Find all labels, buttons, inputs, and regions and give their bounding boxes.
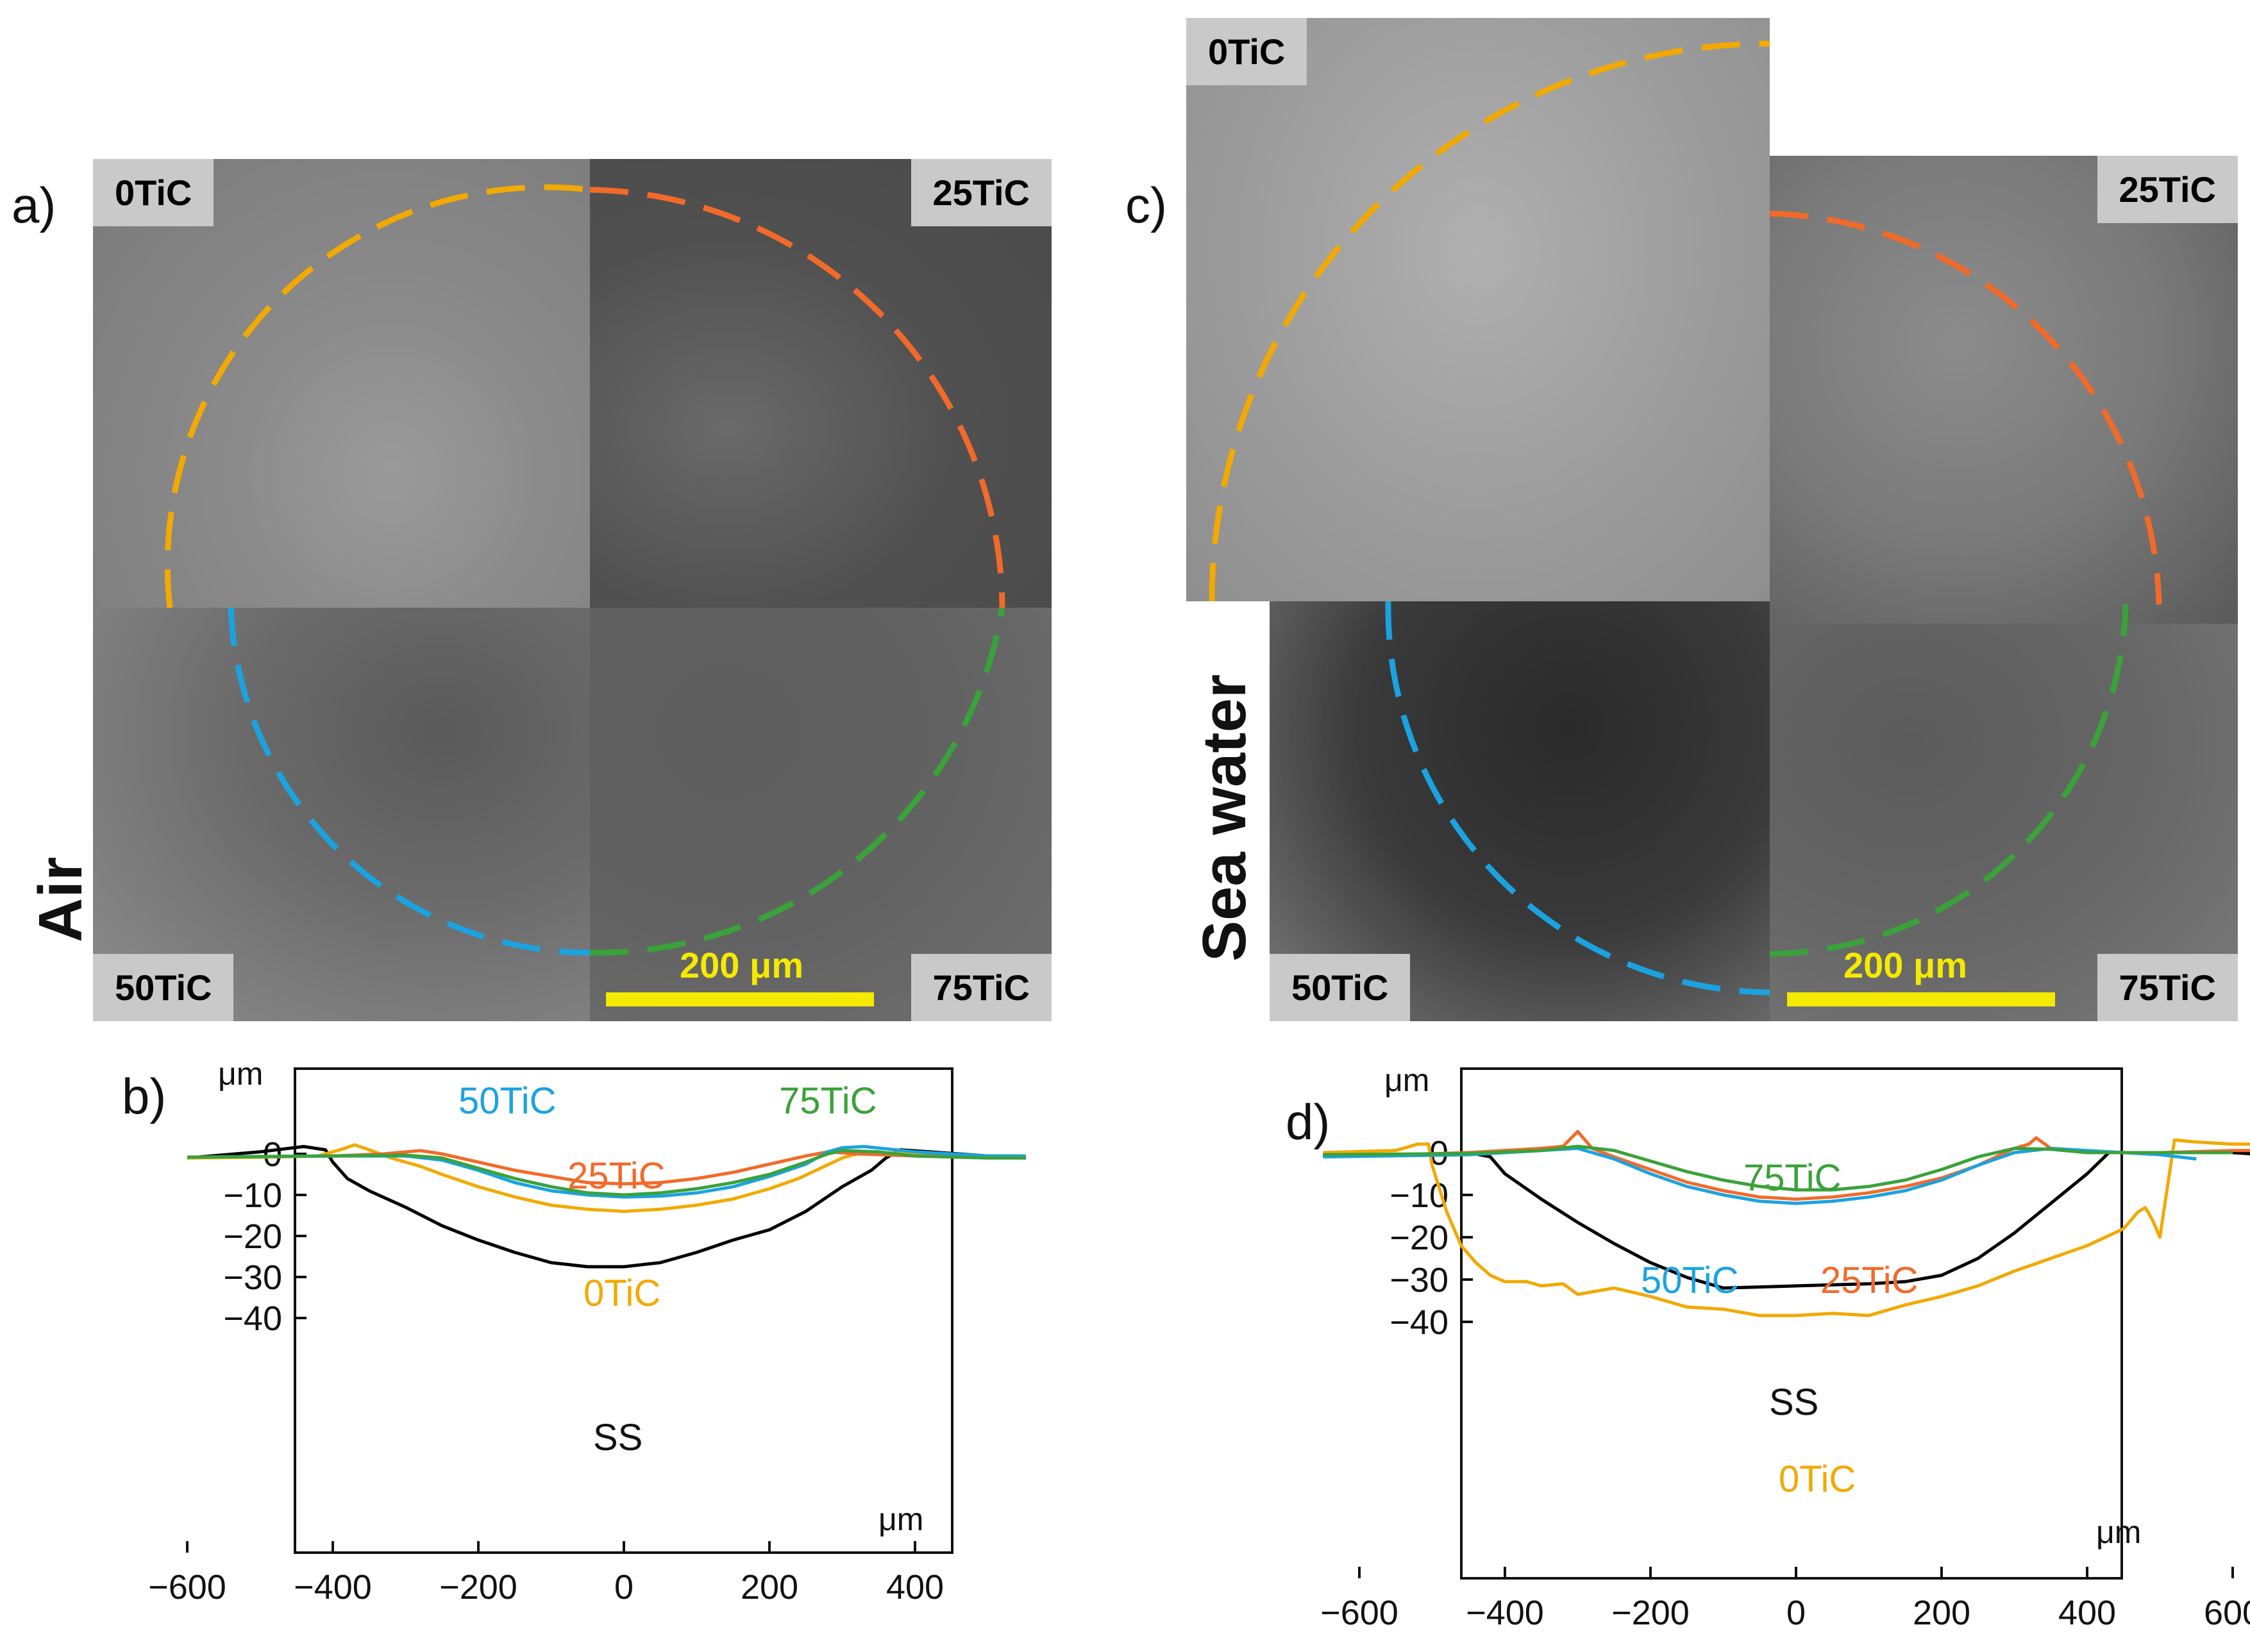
sem-quadrant-0tic <box>93 159 590 608</box>
x-tick-label: 200 <box>741 1568 798 1606</box>
annotation-50tic: 50TiC <box>458 1080 557 1122</box>
y-tick-label: −30 <box>223 1258 282 1297</box>
scar-arc-75tic <box>1769 604 2129 957</box>
x-tick-label: −200 <box>439 1568 517 1606</box>
chart-b-panel-letter: b) <box>122 1068 166 1124</box>
panel-c-letter: c) <box>1125 177 1167 233</box>
y-tick-label: −20 <box>1389 1219 1448 1257</box>
scar-arc-0tic <box>1209 40 1770 602</box>
scar-arc-50tic <box>1385 601 1770 996</box>
scar-arc-25tic <box>589 187 1005 608</box>
wear-scar-outline-sea-water <box>1209 40 2162 996</box>
chart-b-ylabel: μm <box>218 1056 263 1092</box>
annotation-75tic: 75TiC <box>1743 1157 1842 1199</box>
series-line-0tic <box>1323 1138 2250 1317</box>
x-tick-label: 200 <box>1913 1594 1970 1632</box>
y-tick-label: −10 <box>223 1176 282 1215</box>
depth-profile-chart-sea-water: d) μm μm −600−400−20002004006000−10−20−3… <box>1286 1062 2250 1632</box>
sem-micrograph-sea-water: 0TiC 25TiC 50TiC 75TiC 200 μm <box>1186 18 2238 1021</box>
tag-0tic: 0TiC <box>93 159 214 226</box>
scar-arc-50tic <box>228 607 591 956</box>
y-tick-label: −20 <box>223 1217 282 1256</box>
x-tick-label: −600 <box>148 1568 226 1606</box>
sem-quadrant-25tic <box>590 159 1052 608</box>
annotation-0tic: 0TiC <box>1779 1458 1856 1500</box>
annotation-75tic: 75TiC <box>779 1080 877 1122</box>
sem-quadrant-25tic <box>1770 156 2238 624</box>
x-tick-label: −200 <box>1611 1594 1690 1632</box>
x-tick-label: 400 <box>886 1568 944 1606</box>
scalebar-label: 200 μm <box>1843 945 1968 985</box>
series-line-50tic <box>187 1145 1026 1199</box>
series-line-75tic <box>1323 1144 2233 1192</box>
x-tick-label: −600 <box>1320 1594 1398 1632</box>
y-tick-label: −40 <box>223 1299 282 1338</box>
scalebar <box>606 992 874 1006</box>
tag-0tic: 0TiC <box>1186 18 1307 85</box>
panel-a-letter: a) <box>12 177 56 233</box>
chart-d-ylabel: μm <box>1384 1062 1429 1098</box>
panel-a-environment-label: Air <box>26 856 95 942</box>
sem-quadrant-50tic <box>1270 601 1770 1021</box>
annotation-ss: SS <box>1769 1381 1818 1423</box>
y-tick-label: −40 <box>1389 1303 1448 1342</box>
sem-quadrant-50tic <box>93 608 590 1021</box>
depth-profile-chart-air: b) μm μm −600−400−20002004006000−10−20−3… <box>122 1056 1026 1606</box>
x-tick-label: 0 <box>614 1568 634 1606</box>
tag-25tic: 25TiC <box>2097 156 2238 223</box>
scar-arc-0tic <box>164 184 591 608</box>
series-line-75tic <box>187 1149 1026 1197</box>
tag-75tic: 75TiC <box>2097 954 2238 1021</box>
annotation-50tic: 50TiC <box>1641 1260 1739 1301</box>
y-tick-label: 0 <box>263 1135 282 1174</box>
annotation-ss: SS <box>593 1417 642 1458</box>
x-tick-label: 400 <box>2058 1594 2116 1632</box>
sem-micrograph-air: 0TiC 25TiC 50TiC 75TiC 200 μm <box>93 159 1052 1021</box>
scalebar <box>1787 992 2055 1006</box>
series-line-ss <box>1323 1151 2250 1290</box>
annotation-0tic: 0TiC <box>583 1272 660 1314</box>
tag-50tic: 50TiC <box>1270 954 1411 1021</box>
tag-75tic: 75TiC <box>911 954 1052 1021</box>
x-tick-label: −400 <box>1466 1594 1544 1632</box>
sem-quadrant-75tic <box>590 608 1052 1021</box>
scalebar-label: 200 μm <box>680 945 804 985</box>
y-tick-label: −10 <box>1389 1176 1448 1215</box>
annotation-25tic: 25TiC <box>567 1155 666 1197</box>
wear-scar-outline-air <box>164 184 1005 956</box>
series-line-50tic <box>1323 1146 2197 1205</box>
x-tick-label: −400 <box>294 1568 372 1606</box>
tag-50tic: 50TiC <box>93 954 234 1021</box>
x-tick-label: 0 <box>1786 1594 1806 1632</box>
chart-d-plot-frame <box>1460 1067 2123 1580</box>
tag-25tic: 25TiC <box>911 159 1052 226</box>
y-tick-label: −30 <box>1389 1261 1448 1299</box>
scar-arc-75tic <box>589 607 1005 956</box>
chart-d-panel-letter: d) <box>1286 1094 1330 1150</box>
x-tick-label: 600 <box>2204 1594 2250 1632</box>
chart-b-xlabel: μm <box>878 1501 923 1537</box>
chart-d-xlabel: μm <box>2096 1514 2141 1550</box>
scar-arc-25tic <box>1769 210 2162 605</box>
annotation-25tic: 25TiC <box>1820 1260 1918 1301</box>
sem-quadrant-0tic <box>1186 18 1770 601</box>
